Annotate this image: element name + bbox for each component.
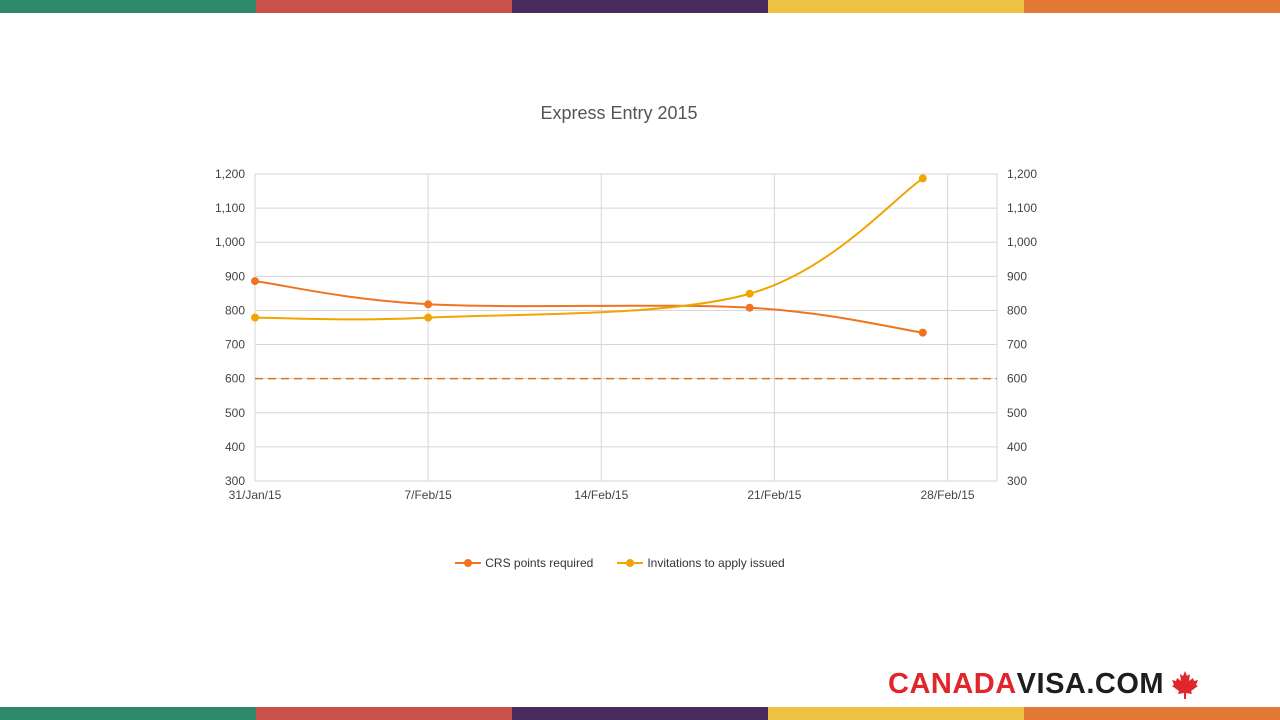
legend-marker-icon [617, 559, 644, 567]
y-tick-label-left: 400 [225, 440, 245, 454]
stripe-segment [0, 0, 256, 13]
chart-title: Express Entry 2015 [540, 103, 698, 123]
y-tick-label-right: 400 [1007, 440, 1027, 454]
maple-leaf-icon [1172, 670, 1199, 699]
y-tick-label-left: 1,100 [215, 201, 245, 215]
stripe-segment [512, 0, 768, 13]
stripe-segment [256, 707, 512, 720]
x-tick-label: 21/Feb/15 [747, 488, 801, 502]
data-point [745, 289, 754, 298]
y-tick-label-right: 800 [1007, 303, 1027, 317]
y-tick-label-left: 800 [225, 303, 245, 317]
series-line-invitations [254, 177, 924, 321]
y-tick-label-right: 700 [1007, 338, 1027, 352]
y-tick-label-right: 1,000 [1007, 235, 1037, 249]
x-tick-label: 7/Feb/15 [404, 488, 452, 502]
logo-text-visa: VISA.COM [1016, 668, 1165, 700]
stripe-segment [1024, 0, 1280, 13]
stripe-segment [512, 707, 768, 720]
stripe-segment [1024, 707, 1280, 720]
legend-label: Invitations to apply issued [647, 556, 785, 570]
y-tick-label-left: 500 [225, 406, 245, 420]
data-point [745, 303, 754, 312]
y-tick-label-right: 500 [1007, 406, 1027, 420]
data-point [251, 277, 259, 286]
y-tick-label-right: 600 [1007, 372, 1027, 386]
y-tick-label-right: 300 [1007, 474, 1027, 488]
y-tick-label-left: 700 [225, 338, 245, 352]
y-tick-label-left: 1,200 [215, 167, 245, 181]
data-point [918, 328, 927, 337]
chart-legend: CRS points required Invitations to apply … [0, 556, 1240, 570]
y-tick-label-right: 1,200 [1007, 167, 1037, 181]
stripe-segment [768, 707, 1024, 720]
legend-item[interactable]: CRS points required [455, 556, 593, 570]
legend-label: CRS points required [485, 556, 594, 570]
y-tick-label-left: 900 [225, 269, 245, 283]
series-line-crs [254, 280, 923, 334]
x-tick-label: 31/Jan/15 [229, 488, 282, 502]
y-tick-label-left: 600 [225, 372, 245, 386]
legend-item[interactable]: Invitations to apply issued [617, 556, 785, 570]
stripe-segment [0, 707, 256, 720]
stripe-segment [256, 0, 512, 13]
data-point [918, 174, 927, 183]
x-tick-label: 28/Feb/15 [921, 488, 975, 502]
y-tick-label-right: 900 [1007, 269, 1027, 283]
data-point [424, 313, 433, 322]
y-tick-label-right: 1,100 [1007, 201, 1037, 215]
stripe-segment [768, 0, 1024, 13]
data-point [424, 300, 433, 309]
x-tick-label: 14/Feb/15 [574, 488, 628, 502]
y-tick-label-left: 1,000 [215, 235, 245, 249]
legend-marker-icon [455, 559, 482, 567]
canadavisa-logo: CANADA VISA.COM [888, 668, 1200, 701]
top-color-stripe [0, 0, 1280, 13]
logo-text-canada: CANADA [888, 668, 1017, 700]
bottom-color-stripe [0, 707, 1280, 720]
y-tick-label-left: 300 [225, 474, 245, 488]
data-point [251, 313, 259, 322]
